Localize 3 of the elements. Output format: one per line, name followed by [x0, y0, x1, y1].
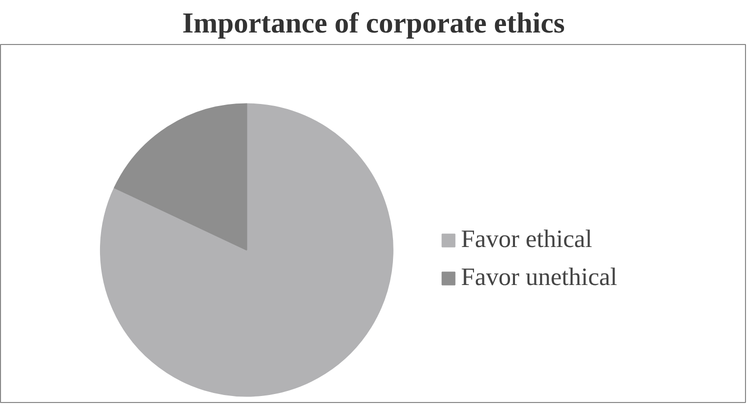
legend-label: Favor unethical	[461, 264, 618, 292]
legend-label: Favor ethical	[461, 226, 592, 254]
chart-title: Importance of corporate ethics	[182, 8, 565, 40]
